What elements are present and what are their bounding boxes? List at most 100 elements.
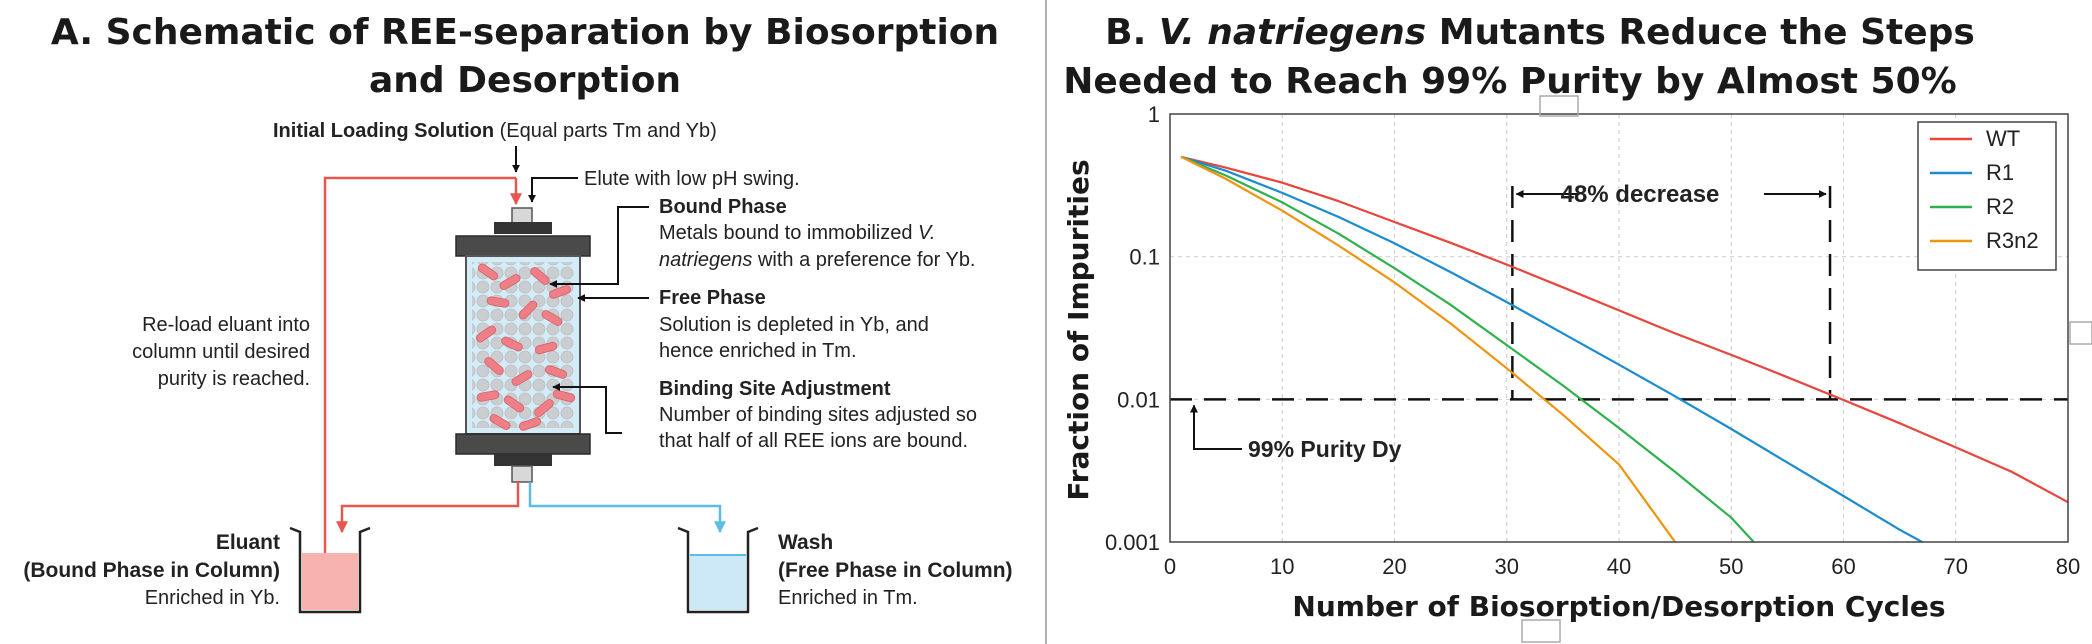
chart-legend: WT R1 R2 R3n2: [1917, 121, 2057, 271]
purity-annotation: 99% Purity Dy: [1248, 436, 1402, 462]
eluant-beaker: [289, 526, 371, 614]
wash-subtitle: Enriched in Tm.: [778, 587, 918, 609]
reload-line3: purity is reached.: [158, 368, 310, 390]
bacterium-cell: [476, 390, 500, 402]
legend-label: R3n2: [1986, 228, 2039, 253]
reload-loop-line: [323, 176, 516, 555]
free-phase-line1: Solution is depleted in Yb, and: [659, 314, 929, 336]
wash-outlet-line: [528, 482, 726, 534]
x-tick-label: 70: [1944, 554, 1968, 579]
column-bottom-collar: [494, 454, 552, 466]
reload-line2: column until desired: [132, 341, 310, 363]
reload-line1: Re-load eluant into: [142, 314, 310, 336]
eluant-title2: (Bound Phase in Column): [23, 559, 280, 582]
wash-beaker-outline: [677, 526, 759, 614]
bacterium-cell: [549, 285, 571, 299]
panel-b-title-species: V. natriegens: [1159, 12, 1426, 53]
series-line-wt: [1180, 155, 2069, 504]
column-beads: [472, 262, 574, 428]
immobilized-cells: [475, 263, 576, 431]
bacterium-cell: [541, 310, 563, 326]
series-line-r3n2: [1180, 155, 1676, 543]
y-tick-label: 0.001: [1105, 530, 1160, 555]
crop-marker-top: [1539, 95, 1579, 117]
x-tick-label: 40: [1607, 554, 1631, 579]
bacterium-cell: [545, 365, 567, 379]
legend-box: [1917, 121, 2057, 271]
plot-frame: [1169, 113, 2069, 543]
bound-phase-title: Bound Phase: [659, 196, 787, 218]
column-bottom-cap: [455, 433, 591, 455]
column-top-collar: [494, 222, 552, 234]
elute-arrow: [528, 177, 578, 203]
bound-phase-line1: Metals bound to immobilized V.: [659, 222, 935, 244]
bacterium-cell: [501, 336, 523, 352]
bacterium-cell: [534, 341, 558, 355]
bacterium-cell: [552, 389, 576, 403]
legend-label: R1: [1986, 160, 2014, 185]
bacterium-cell: [484, 357, 504, 375]
x-tick-label: 0: [1164, 554, 1176, 579]
column: [455, 207, 591, 483]
x-tick-label: 10: [1270, 554, 1294, 579]
binding-site-line1: Number of binding sites adjusted so: [659, 404, 977, 426]
wash-liquid: [690, 555, 746, 610]
column-bottom-nozzle: [511, 465, 533, 483]
elute-label: Elute with low pH swing.: [584, 168, 800, 190]
free-phase-line2: hence enriched in Tm.: [659, 340, 857, 362]
bacterium-cell: [489, 414, 511, 430]
panel-b-title-rest: Mutants Reduce the Steps: [1426, 12, 1975, 53]
binding-site-line2: that half of all REE ions are bound.: [659, 430, 968, 452]
bacterium-cell: [486, 296, 510, 308]
bacterium-cell: [530, 267, 550, 285]
panel-b-title-prefix: B.: [1105, 12, 1159, 53]
purity-pointer: [1190, 404, 1242, 450]
free-phase-title: Free Phase: [659, 287, 766, 309]
bacterium-cell: [499, 274, 521, 290]
chart-ticks: 0 10 20 30 40 50 60 70 80 1 0.1 0.01 0.001: [1105, 102, 2080, 579]
bacterium-cell: [511, 370, 533, 386]
eluant-outlet-line: [336, 482, 520, 534]
eluant-subtitle: Enriched in Yb.: [145, 587, 280, 609]
decrease-annotation: 48% decrease: [1561, 181, 1720, 208]
y-tick-label: 0.01: [1117, 387, 1160, 412]
x-axis-label: Number of Biosorption/Desorption Cycles: [1292, 590, 1945, 623]
bound-phase-line2-italic: natriegens: [659, 249, 752, 271]
panel-b-title-line1: B. V. natriegens Mutants Reduce the Step…: [1105, 12, 1975, 53]
y-axis-label: Fraction of Impurities: [1062, 159, 1095, 500]
panel-b-title-line2: Needed to Reach 99% Purity by Almost 50%: [1063, 61, 1956, 102]
panel-a-title-line1: A. Schematic of REE-separation by Biosor…: [51, 12, 999, 53]
series-line-r1: [1180, 155, 1923, 543]
bound-phase-line1-italic: V.: [918, 222, 935, 244]
wash-title2: (Free Phase in Column): [778, 559, 1013, 582]
chart-series: [1180, 155, 2069, 543]
x-tick-label: 80: [2056, 554, 2080, 579]
eluant-title1: Eluant: [216, 531, 280, 554]
bacterium-cell: [534, 399, 554, 417]
series-line-r2: [1180, 155, 1755, 543]
initial-loading-label: Initial Loading Solution (Equal parts Tm…: [273, 120, 717, 142]
bacterium-cell: [519, 417, 541, 431]
panel-a: A. Schematic of REE-separation by Biosor…: [23, 12, 1013, 614]
binding-site-title: Binding Site Adjustment: [659, 378, 891, 400]
legend-label: WT: [1986, 126, 2020, 151]
bound-phase-line2: natriegens with a preference for Yb.: [659, 249, 976, 271]
panel-a-title-line2: and Desorption: [369, 60, 681, 101]
bound-phase-line1-text: Metals bound to immobilized: [659, 222, 918, 244]
bound-phase-line2-text: with a preference for Yb.: [752, 249, 975, 271]
panel-b: B. V. natriegens Mutants Reduce the Step…: [1062, 12, 2092, 643]
bacterium-cell: [477, 263, 499, 281]
chart-reference-lines: [1170, 186, 2068, 450]
eluant-liquid: [302, 553, 358, 610]
legend-label: R2: [1986, 194, 2014, 219]
bacterium-cell: [503, 395, 525, 413]
x-tick-label: 30: [1495, 554, 1519, 579]
wash-beaker: [677, 526, 759, 614]
binding-site-pointer: [552, 383, 622, 434]
bacterium-cell: [518, 300, 538, 320]
initial-loading-bold: Initial Loading Solution: [273, 120, 494, 142]
column-top-nozzle: [511, 207, 533, 225]
column-top-cap: [455, 235, 591, 257]
y-tick-label: 0.1: [1129, 245, 1160, 270]
